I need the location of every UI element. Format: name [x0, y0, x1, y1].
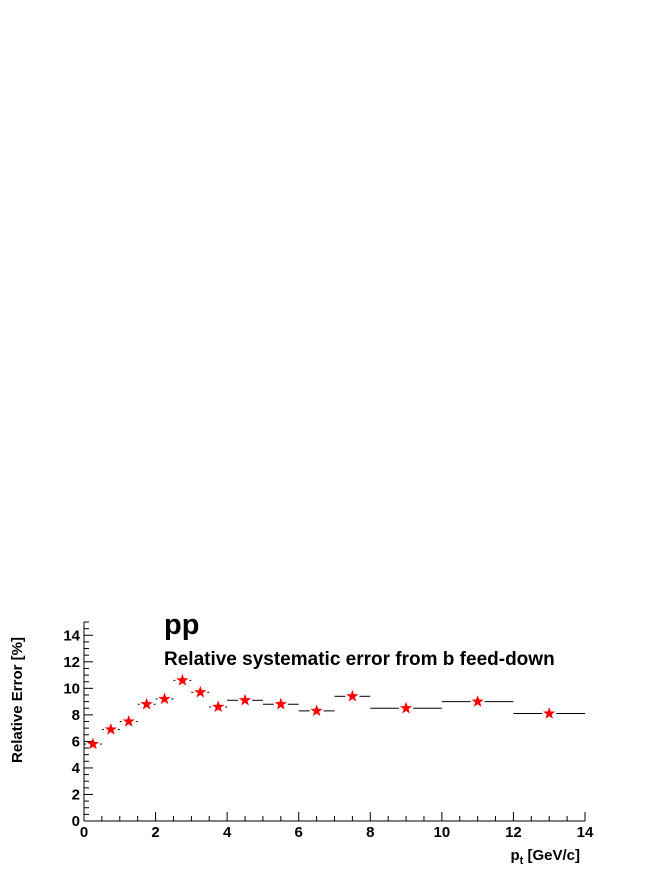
star-marker — [86, 737, 100, 750]
y-tick-label: 0 — [72, 813, 80, 830]
data-point — [209, 700, 228, 713]
x-tick-label: 2 — [151, 824, 159, 841]
y-tick-label: 14 — [63, 627, 80, 644]
data-point — [155, 692, 174, 705]
star-marker — [194, 685, 207, 698]
x-axis-title-rest: [GeV/c] — [523, 847, 580, 864]
x-axis-title-sub: t — [520, 855, 524, 867]
y-tick-label: 8 — [72, 707, 80, 724]
star-marker — [543, 707, 556, 719]
data-point — [191, 685, 210, 698]
data-point — [101, 722, 120, 735]
data-point — [84, 737, 102, 750]
data-point — [441, 695, 514, 707]
star-marker — [471, 695, 484, 707]
data-point — [334, 689, 371, 702]
data-point — [298, 704, 335, 717]
y-axis-title: Relative Error [%] — [9, 637, 26, 763]
data-point — [262, 697, 299, 710]
star-marker — [238, 693, 252, 706]
y-tick-label: 2 — [72, 786, 80, 803]
x-tick-label: 4 — [223, 824, 232, 841]
data-point — [227, 693, 263, 706]
y-tick-label: 12 — [63, 654, 80, 671]
star-marker — [212, 700, 225, 713]
x-tick-label: 8 — [366, 824, 374, 841]
star-marker — [122, 715, 135, 727]
data-point — [370, 701, 442, 714]
x-tick-label: 14 — [577, 824, 594, 841]
data-point — [513, 707, 585, 719]
x-axis-title: pt [GeV/c] — [510, 847, 580, 867]
x-tick-label: 0 — [80, 824, 88, 841]
star-marker — [310, 704, 323, 717]
chart-title: pp — [164, 609, 199, 641]
star-marker — [399, 701, 413, 714]
chart-subtitle: Relative systematic error from b feed-do… — [164, 649, 555, 670]
data-points — [84, 673, 585, 750]
ticks: 0 2 4 6 8 10 12 14 0 2 4 6 8 10 12 14 — [63, 621, 594, 841]
star-marker — [104, 722, 118, 735]
x-tick-label: 6 — [295, 824, 303, 841]
data-point — [137, 697, 156, 710]
x-axis-title-main: p — [510, 847, 519, 864]
x-tick-label: 10 — [434, 824, 451, 841]
star-marker — [176, 673, 189, 686]
y-tick-label: 6 — [72, 733, 80, 750]
y-tick-label: 4 — [72, 760, 81, 777]
data-point — [173, 673, 192, 686]
star-marker — [346, 689, 359, 702]
data-point — [119, 715, 138, 727]
x-tick-label: 12 — [505, 824, 522, 841]
star-marker — [158, 692, 171, 705]
star-marker — [274, 697, 287, 710]
y-tick-label: 10 — [63, 680, 80, 697]
star-marker — [140, 697, 153, 710]
